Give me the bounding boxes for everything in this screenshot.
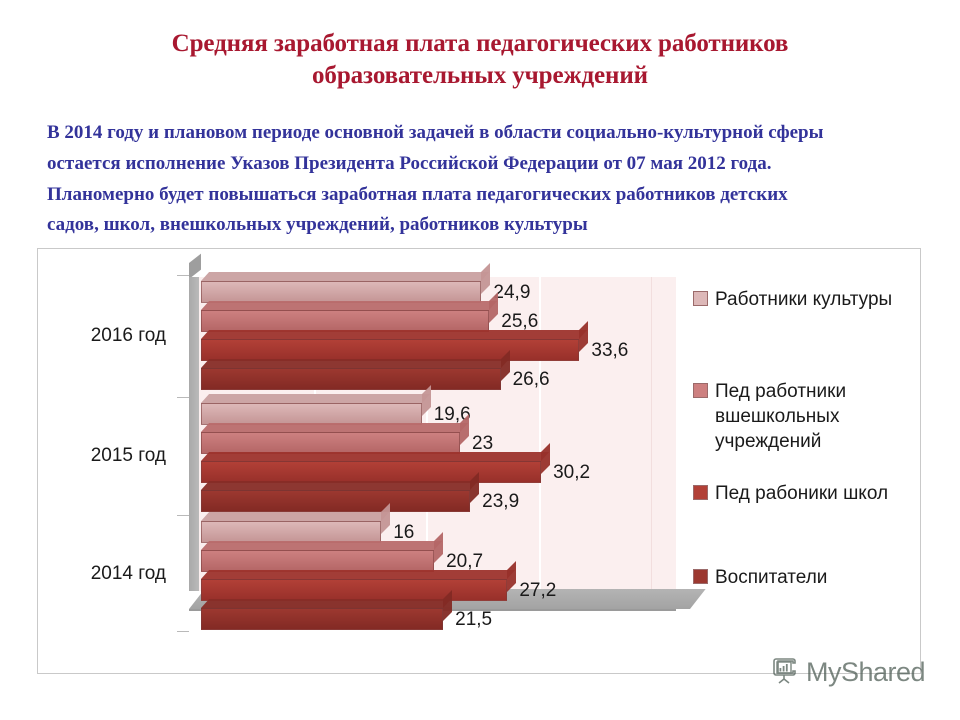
bar[interactable] bbox=[201, 490, 471, 512]
axis-tick bbox=[177, 631, 189, 632]
bar-top-face bbox=[201, 423, 469, 432]
bar-top-face bbox=[201, 394, 430, 403]
plot-wall-top-face bbox=[189, 253, 201, 279]
bar-value-label: 30,2 bbox=[553, 462, 591, 483]
page-title-line-1: Средняя заработная плата педагогических … bbox=[171, 30, 789, 57]
chart-container: 24,9 25,6 33,6 26,6 19,6 23 30,2 23,9 16 20,7 27,2… bbox=[37, 248, 921, 674]
bar[interactable] bbox=[201, 579, 508, 601]
watermark-label: MyShared bbox=[806, 657, 926, 687]
bar-value-label: 24,9 bbox=[493, 282, 531, 303]
bar-top-face bbox=[201, 272, 490, 281]
bar-top-face bbox=[201, 452, 550, 461]
page-title-line-2: образовательных учреждений bbox=[312, 62, 648, 89]
bar-top-face bbox=[201, 359, 509, 368]
legend-label: Воспитатели bbox=[715, 567, 828, 588]
bar-value-label: 33,6 bbox=[591, 340, 629, 361]
bar[interactable] bbox=[201, 550, 435, 572]
legend-swatch-icon bbox=[693, 569, 708, 584]
chart-plot-area: 24,9 25,6 33,6 26,6 19,6 23 30,2 23,9 16 20,7 27,2… bbox=[171, 253, 706, 632]
bar[interactable] bbox=[201, 403, 422, 425]
legend-swatch-icon bbox=[693, 485, 708, 500]
bar[interactable] bbox=[201, 461, 542, 483]
legend-label: Пед работники вшешкольных учреждений bbox=[715, 381, 847, 453]
bar-value-label: 27,2 bbox=[519, 580, 557, 601]
legend-label: Пед рабоники школ bbox=[715, 483, 889, 504]
legend-item[interactable]: Пед рабоники школ bbox=[693, 481, 888, 506]
bar[interactable] bbox=[201, 339, 580, 361]
bar-top-face bbox=[201, 541, 443, 550]
gridline bbox=[651, 277, 653, 591]
gridline bbox=[538, 277, 541, 591]
bar[interactable] bbox=[201, 281, 482, 303]
legend-item[interactable]: Воспитатели bbox=[693, 565, 827, 590]
bar-value-label: 20,7 bbox=[446, 551, 484, 572]
bar[interactable] bbox=[201, 608, 444, 630]
category-label-2015-год: 2015 год bbox=[90, 445, 166, 466]
category-label-2016-год: 2016 год bbox=[90, 325, 166, 346]
category-label-2014-год: 2014 год bbox=[90, 563, 166, 584]
myshared-watermark: MyShared bbox=[770, 655, 926, 690]
body-line-3: Планомерно будет повышаться заработная п… bbox=[47, 183, 788, 205]
legend-item[interactable]: Работники культуры bbox=[693, 287, 892, 312]
bar-top-face bbox=[201, 570, 516, 579]
bar[interactable] bbox=[201, 310, 490, 332]
bar-value-label: 21,5 bbox=[455, 609, 493, 630]
bar-top-face bbox=[201, 599, 452, 608]
body-line-1: В 2014 году и плановом периоде основной … bbox=[47, 122, 824, 143]
legend-label: Работники культуры bbox=[715, 289, 893, 310]
bar-value-label: 16 bbox=[393, 522, 415, 543]
plot-left-wall bbox=[189, 277, 201, 591]
legend-swatch-icon bbox=[693, 383, 708, 398]
legend-item[interactable]: Пед работники вшешкольных учреждений bbox=[693, 379, 846, 454]
legend-swatch-icon bbox=[693, 291, 708, 306]
bar-value-label: 23 bbox=[472, 433, 494, 454]
axis-tick bbox=[177, 275, 189, 276]
presentation-board-icon bbox=[770, 655, 800, 690]
bar-top-face bbox=[201, 512, 390, 521]
bar-value-label: 26,6 bbox=[512, 369, 550, 390]
body-line-2: остается исполнение Указов Президента Ро… bbox=[47, 152, 772, 174]
body-line-4: садов, школ, внешкольных учреждений, раб… bbox=[47, 214, 588, 236]
bar[interactable] bbox=[201, 432, 461, 454]
bar-top-face bbox=[201, 301, 498, 310]
bar-value-label: 23,9 bbox=[482, 491, 520, 512]
bar-top-face bbox=[201, 330, 588, 339]
bar[interactable] bbox=[201, 521, 382, 543]
body-paragraph: В 2014 году и плановом периоде основной … bbox=[47, 118, 927, 241]
bar[interactable] bbox=[201, 368, 501, 390]
page-title: Средняя заработная плата педагогических … bbox=[110, 28, 850, 92]
bar-top-face bbox=[201, 481, 479, 490]
bar-value-label: 25,6 bbox=[501, 311, 539, 332]
axis-tick bbox=[177, 515, 189, 516]
axis-tick bbox=[177, 397, 189, 398]
